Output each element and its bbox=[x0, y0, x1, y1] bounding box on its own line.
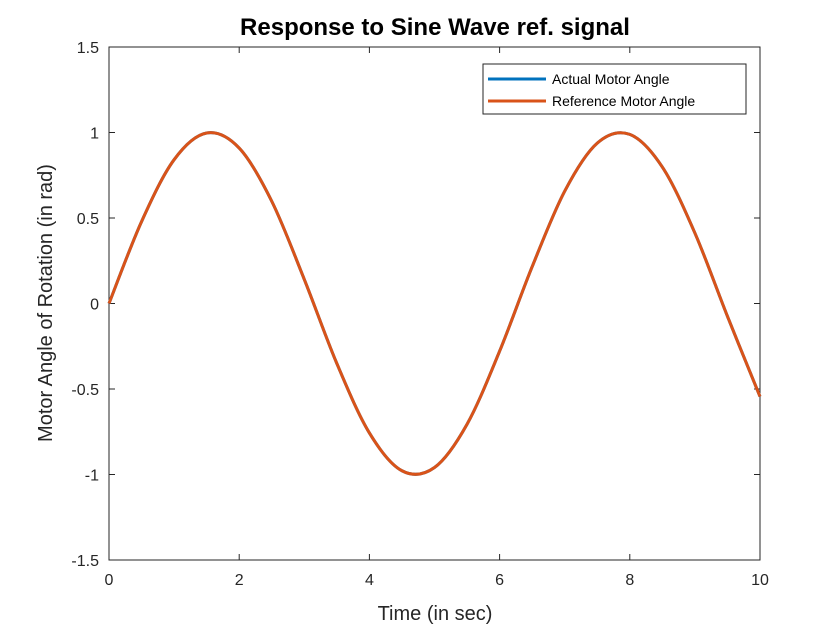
chart-title: Response to Sine Wave ref. signal bbox=[240, 14, 630, 41]
y-tick-label: -1.5 bbox=[71, 553, 99, 570]
y-tick-label: 0 bbox=[90, 297, 99, 314]
plot-frame bbox=[108, 46, 761, 561]
x-axis-label: Time (in sec) bbox=[378, 603, 493, 625]
x-tick-label: 6 bbox=[495, 572, 504, 589]
y-tick-label: -1 bbox=[85, 468, 99, 485]
series-line-reference bbox=[107, 131, 762, 476]
y-tick-label: 1.5 bbox=[77, 40, 99, 57]
plot-area: 0 2 4 6 8 10 -1.5 -1 -0.5 0 0.5 1 1.5 bbox=[71, 40, 769, 589]
series-layer bbox=[107, 131, 762, 476]
legend-box bbox=[482, 63, 747, 115]
legend: Actual Motor Angle Reference Motor Angle bbox=[482, 63, 747, 115]
legend-label-reference: Reference Motor Angle bbox=[552, 93, 695, 109]
legend-label-actual: Actual Motor Angle bbox=[552, 71, 670, 87]
y-tick-label: -0.5 bbox=[71, 382, 99, 399]
x-tick-label: 8 bbox=[625, 572, 634, 589]
y-axis-label: Motor Angle of Rotation (in rad) bbox=[35, 164, 57, 442]
x-tick-label: 0 bbox=[105, 572, 114, 589]
x-tick-label: 10 bbox=[751, 572, 769, 589]
y-axis: -1.5 -1 -0.5 0 0.5 1 1.5 bbox=[71, 40, 760, 570]
y-tick-label: 1 bbox=[90, 126, 99, 143]
x-tick-label: 2 bbox=[235, 572, 244, 589]
x-axis: 0 2 4 6 8 10 bbox=[105, 47, 769, 589]
x-tick-label: 4 bbox=[365, 572, 374, 589]
y-tick-label: 0.5 bbox=[77, 211, 99, 228]
